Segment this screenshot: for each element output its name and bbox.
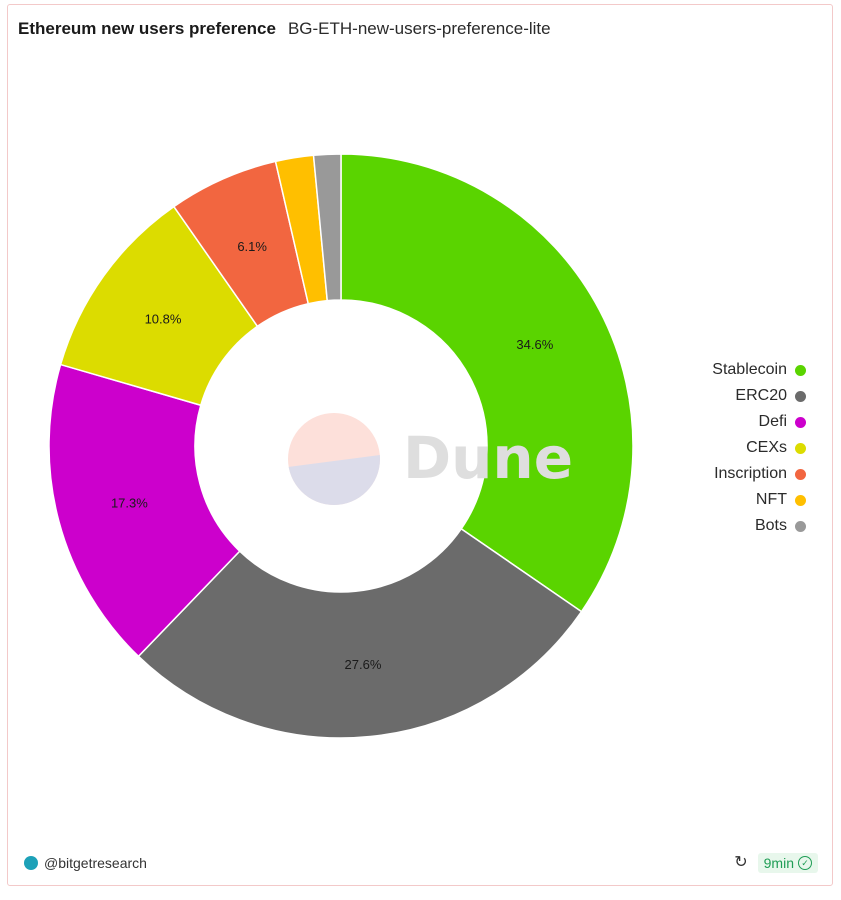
legend-label: Defi: [758, 413, 787, 430]
legend-swatch: [795, 494, 806, 506]
legend-swatch: [795, 364, 806, 376]
slice-stablecoin[interactable]: [340, 153, 634, 613]
legend-label: Bots: [754, 517, 787, 534]
watermark-text: Dune: [403, 424, 573, 492]
refresh-icon[interactable]: ↻: [734, 854, 748, 871]
legend-label: Inscription: [714, 465, 787, 482]
chart-title: Ethereum new users preference: [18, 19, 276, 38]
slice-bots[interactable]: [312, 153, 342, 302]
donut-chart: Dune 34.6% 27.6% 17.3% 10.8% 6.1%: [48, 153, 634, 739]
query-name[interactable]: BG-ETH-new-users-preference-lite: [287, 19, 551, 38]
chart-legend: Stablecoin ERC20 Defi CEXs Inscription NFT Bot…: [712, 357, 806, 539]
slice-label-stablecoin: 34.6%: [516, 337, 553, 352]
slice-erc20[interactable]: [137, 527, 583, 739]
slice-label-erc20: 27.6%: [345, 657, 382, 672]
slice-defi[interactable]: [48, 363, 241, 658]
author-credit[interactable]: @bitgetresearch: [24, 855, 147, 871]
legend-item-cexs[interactable]: CEXs: [712, 435, 806, 461]
legend-item-inscription[interactable]: Inscription: [712, 461, 806, 487]
legend-swatch: [795, 520, 806, 532]
legend-item-erc20[interactable]: ERC20: [712, 383, 806, 409]
slice-label-cexs: 10.8%: [145, 311, 182, 326]
legend-swatch: [795, 442, 806, 454]
legend-swatch: [795, 390, 806, 402]
check-icon: ✓: [798, 856, 812, 870]
legend-label: ERC20: [735, 387, 787, 404]
watermark-logo-bottom: [288, 455, 380, 505]
legend-label: NFT: [755, 491, 787, 508]
refresh-age: 9min: [763, 855, 794, 871]
slice-label-inscription: 6.1%: [237, 239, 267, 254]
refresh-age-badge: 9min ✓: [757, 853, 818, 873]
author-handle[interactable]: @bitgetresearch: [44, 855, 147, 871]
legend-item-nft[interactable]: NFT: [712, 487, 806, 513]
dune-watermark: Dune: [288, 413, 573, 505]
slice-label-defi: 17.3%: [111, 495, 148, 510]
legend-swatch: [795, 416, 806, 428]
legend-item-bots[interactable]: Bots: [712, 513, 806, 539]
legend-item-defi[interactable]: Defi: [712, 409, 806, 435]
chart-header: Ethereum new users preference BG-ETH-new…: [18, 19, 551, 39]
legend-item-stablecoin[interactable]: Stablecoin: [712, 357, 806, 383]
chart-card: Ethereum new users preference BG-ETH-new…: [7, 4, 833, 886]
refresh-status: ↻ 9min ✓: [734, 853, 818, 873]
legend-label: CEXs: [746, 439, 787, 456]
legend-swatch: [795, 468, 806, 480]
avatar: [24, 856, 38, 870]
legend-label: Stablecoin: [712, 361, 787, 378]
